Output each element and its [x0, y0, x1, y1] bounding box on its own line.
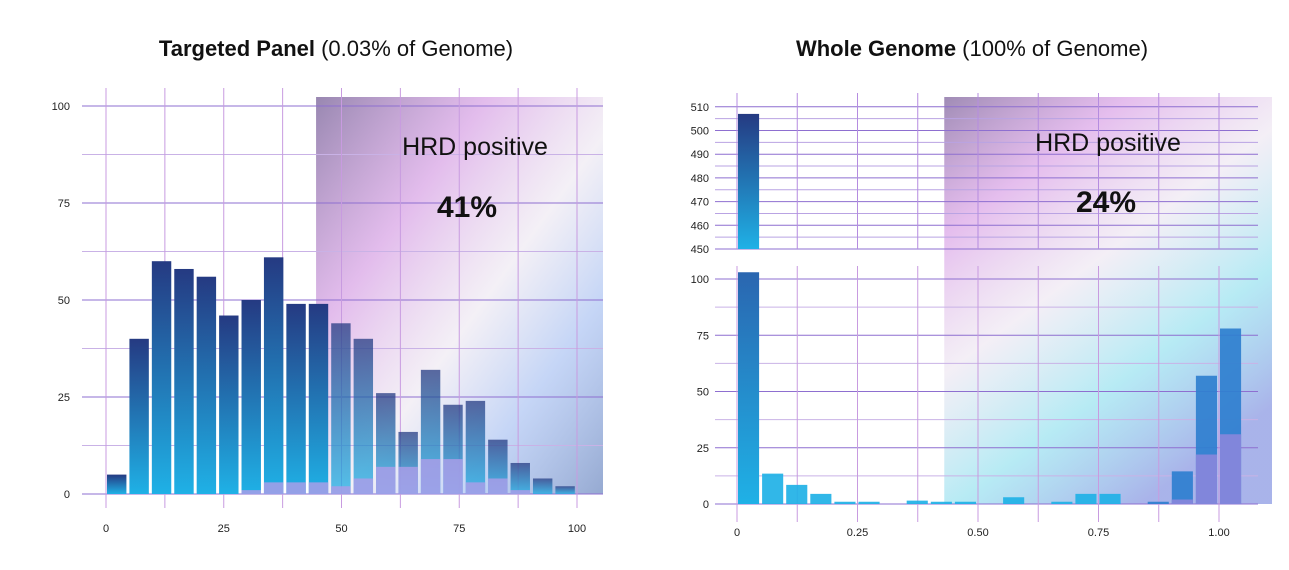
left-chart-title: Targeted Panel (0.03% of Genome) — [159, 36, 513, 62]
y-tick-label: 75 — [697, 330, 709, 342]
bar — [263, 257, 284, 494]
x-tick-label: 0 — [734, 527, 740, 539]
bar — [1099, 493, 1121, 504]
bar — [129, 338, 149, 494]
hrd-region — [944, 97, 1272, 504]
overlap-bar — [1171, 499, 1193, 504]
left-chart: 0 25 50 75 100 0 25 50 75 100 HRD positive 41% — [52, 88, 603, 535]
y-tick-label-upper: 500 — [691, 126, 709, 138]
bar — [1003, 497, 1025, 504]
overlap-bar — [1220, 434, 1242, 504]
bar — [1051, 501, 1073, 504]
x-tick-label: 0.25 — [847, 527, 868, 539]
y-tick-label: 50 — [697, 387, 709, 399]
bar — [1147, 501, 1169, 504]
overlap-bar — [510, 490, 530, 494]
bar — [107, 474, 127, 494]
bar — [762, 473, 784, 504]
hrd-percent: 24% — [1076, 186, 1136, 219]
bar — [1171, 471, 1193, 504]
y-tick-label-upper: 510 — [691, 102, 709, 114]
x-tick-label: 75 — [453, 523, 465, 535]
bar — [1075, 493, 1097, 504]
x-tick-label: 1.00 — [1208, 527, 1229, 539]
y-tick-label: 50 — [58, 295, 70, 307]
bar — [906, 500, 928, 504]
y-tick-label: 100 — [52, 101, 70, 113]
right-chart-title: Whole Genome (100% of Genome) — [796, 36, 1148, 62]
bar — [353, 338, 374, 494]
y-tick-label: 0 — [64, 489, 70, 501]
overlap-bar — [398, 466, 418, 494]
bar — [196, 276, 217, 494]
x-tick-label: 100 — [568, 523, 586, 535]
bar — [786, 484, 808, 504]
y-tick-label: 25 — [697, 443, 709, 455]
overlap-bar — [331, 486, 351, 494]
bar — [555, 486, 575, 494]
bar — [810, 493, 832, 504]
overlap-bar — [376, 466, 396, 494]
bar — [174, 268, 194, 494]
x-tick-label: 0.75 — [1088, 527, 1109, 539]
hrd-percent: 41% — [437, 191, 497, 224]
overlap-bar — [465, 482, 486, 494]
hrd-label: HRD positive — [402, 133, 548, 161]
y-tick-label: 0 — [703, 499, 709, 511]
x-tick-label: 25 — [218, 523, 230, 535]
y-tick-label-upper: 460 — [691, 220, 709, 232]
x-tick-label: 0 — [103, 523, 109, 535]
bar — [465, 400, 486, 494]
overlap-bar — [308, 482, 329, 494]
overlap-bar — [286, 482, 306, 494]
overlap-bar — [241, 490, 261, 494]
bar — [954, 501, 976, 504]
bar — [308, 303, 329, 494]
y-tick-label: 25 — [58, 392, 70, 404]
y-tick-label-upper: 450 — [691, 244, 709, 256]
y-tick-label: 75 — [58, 198, 70, 210]
bar — [331, 323, 351, 494]
bar — [930, 501, 952, 504]
bar — [834, 501, 856, 504]
right-chart: 450 460 470 480 490 500 510 0 25 50 75 100 0 0.25 0.50… — [691, 93, 1272, 539]
bar — [858, 501, 880, 504]
overlap-bar — [488, 478, 508, 494]
bar-upper-segment — [738, 113, 760, 249]
bar — [241, 300, 261, 494]
y-tick-label-upper: 480 — [691, 173, 709, 185]
bar — [510, 462, 530, 494]
y-tick-label: 100 — [691, 274, 709, 286]
bar — [151, 261, 172, 494]
title-bold: Targeted Panel — [158, 36, 315, 61]
title-rest: (0.03% of Genome) — [314, 36, 514, 61]
overlap-bar — [443, 459, 463, 494]
x-tick-label: 50 — [335, 523, 347, 535]
overlap-bar — [353, 478, 374, 494]
overlap-bar — [263, 482, 284, 494]
y-tick-label-upper: 470 — [691, 197, 709, 209]
title-rest: (100% of Genome) — [956, 36, 1149, 61]
overlap-bar — [1195, 454, 1217, 504]
bar — [738, 272, 760, 504]
title-bold: Whole Genome — [795, 36, 957, 61]
overlap-bar — [420, 459, 441, 494]
hrd-label: HRD positive — [1035, 129, 1181, 157]
bar — [532, 478, 553, 494]
y-tick-label-upper: 490 — [691, 149, 709, 161]
bar — [219, 315, 239, 494]
bar — [286, 303, 306, 494]
x-tick-label: 0.50 — [967, 527, 988, 539]
